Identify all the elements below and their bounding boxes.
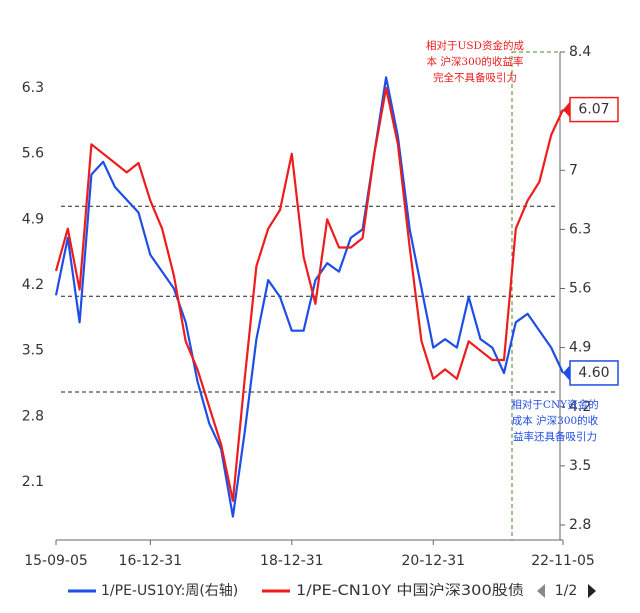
y-tick-label: 4.9 [22,211,44,227]
page-next[interactable] [588,584,596,598]
end-label-pointer [563,101,570,118]
x-tick-label: 20-12-31 [402,553,466,569]
end-label-box [569,96,619,123]
y-tick-label: 5.6 [22,146,44,162]
annotation: 成本 沪深300的收 [512,414,599,427]
x-tick-label: 15-09-05 [24,553,88,569]
end-label-box [569,360,619,386]
y2-tick-label: 4.9 [569,340,591,356]
y-tick-label: 6.3 [22,80,44,96]
series-line [54,86,564,502]
y-tick-label: 2.1 [22,474,44,490]
annotation: 本 沪深300的收益率 [427,55,524,68]
y2-tick-label: 6.3 [569,221,591,237]
legend-label[interactable]: 1/PE-US10Y:周(右轴) [101,583,238,599]
end-label: 6.07 [578,102,609,118]
series-line [54,76,564,518]
y2-tick-label: 5.6 [569,281,591,297]
x-tick-label: 16-12-31 [119,553,183,569]
annotation: 益率还具备吸引力 [513,430,597,443]
y-tick-label: 3.5 [22,343,44,359]
y2-tick-label: 4.2 [569,399,591,415]
y-tick-label: 4.2 [22,277,44,293]
x-tick-label: 18-12-31 [260,553,324,569]
y2-tick-label: 3.5 [569,458,591,474]
x-tick-label: 22-11-05 [531,553,595,569]
end-label: 4.60 [578,365,609,381]
y2-tick-label: 2.8 [569,517,591,533]
y-tick-label: 2.8 [22,408,44,424]
y2-tick-label: 7 [569,162,578,178]
annotation: 相对于CNY资金的 [511,398,598,411]
y2-tick-label: 8.4 [569,44,591,60]
annotation: 完全不具备吸引力 [433,71,517,84]
annotation: 相对于USD资金的成 [426,39,524,52]
legend: 1/PE-US10Y:周(右轴) 1/PE-CN10Y 中国沪深300股债 1/… [68,583,596,599]
legend-page: 1/2 [555,583,578,599]
page-prev[interactable] [537,584,545,598]
legend-label[interactable]: 1/PE-CN10Y 中国沪深300股债 [296,583,524,599]
end-label-pointer [563,364,570,381]
